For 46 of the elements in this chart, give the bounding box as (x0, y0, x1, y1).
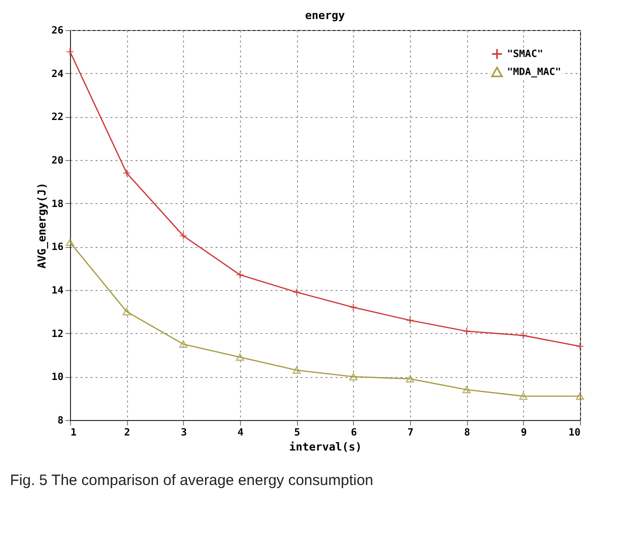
legend-label: "SMAC" (507, 49, 544, 60)
point (519, 331, 528, 340)
x-tick-label: 9 (520, 428, 527, 438)
legend-label: "MDA_MAC" (507, 67, 562, 78)
y-tick-label: 10 (51, 372, 64, 384)
point (349, 373, 358, 380)
y-tick-label: 20 (51, 156, 64, 166)
x-tick-label: 8 (464, 428, 470, 438)
x-tick-label: 10 (568, 428, 580, 438)
point (122, 308, 131, 316)
point (66, 238, 74, 246)
point (236, 270, 244, 279)
y-tick-label: 14 (51, 286, 64, 296)
y-tick-label: 8 (57, 416, 64, 426)
caption: Fig. 5 The comparison of average energy consumption (10, 472, 374, 489)
x-tick-label: 3 (180, 428, 187, 438)
x-tick-label: 5 (294, 428, 300, 438)
y-tick-label: 16 (51, 242, 64, 254)
point (292, 288, 301, 296)
point (462, 327, 471, 336)
y-tick-label: 26 (51, 26, 64, 36)
y-tick-label: 24 (51, 68, 64, 80)
point (462, 386, 471, 394)
point (66, 48, 74, 56)
y-tick-label: 22 (51, 112, 64, 124)
point (576, 392, 584, 400)
x-tick-label: 1 (70, 428, 77, 438)
point (179, 232, 188, 240)
x-tick-label: 4 (237, 428, 244, 438)
point (349, 303, 358, 312)
point (406, 316, 414, 324)
point (122, 168, 131, 178)
point (576, 342, 584, 350)
point (236, 354, 244, 361)
x-axis-title: interval(s) (289, 440, 362, 454)
x-tick-label: 7 (407, 428, 414, 438)
chart-title: energy (305, 9, 346, 22)
point (519, 392, 528, 400)
point (406, 375, 414, 382)
y-tick-label: 12 (51, 328, 64, 340)
point (179, 340, 188, 348)
point (292, 366, 301, 374)
y-tick-label: 18 (51, 198, 64, 210)
x-tick-label: 6 (350, 428, 357, 438)
y-axis-title: AVG_energy(J) (35, 182, 48, 269)
x-tick-label: 2 (124, 428, 130, 438)
